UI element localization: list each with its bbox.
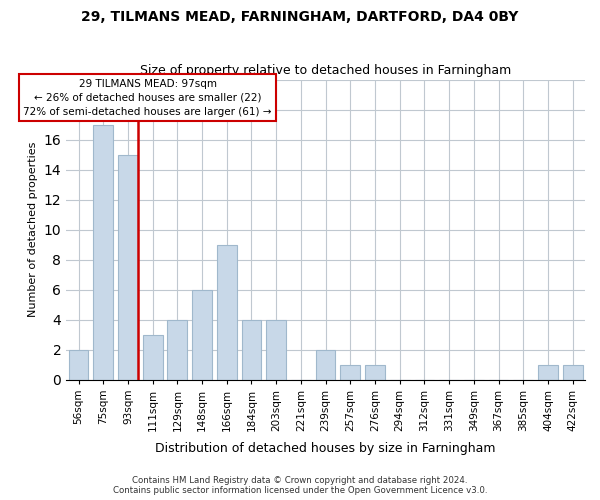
Bar: [266, 320, 286, 380]
Title: Size of property relative to detached houses in Farningham: Size of property relative to detached ho…: [140, 64, 511, 77]
Bar: [167, 320, 187, 380]
Bar: [68, 350, 88, 380]
Bar: [340, 364, 360, 380]
Y-axis label: Number of detached properties: Number of detached properties: [28, 142, 38, 318]
Bar: [365, 364, 385, 380]
Bar: [143, 334, 163, 380]
Bar: [563, 364, 583, 380]
Text: Contains HM Land Registry data © Crown copyright and database right 2024.
Contai: Contains HM Land Registry data © Crown c…: [113, 476, 487, 495]
Bar: [192, 290, 212, 380]
Bar: [94, 124, 113, 380]
Bar: [118, 154, 138, 380]
Text: 29, TILMANS MEAD, FARNINGHAM, DARTFORD, DA4 0BY: 29, TILMANS MEAD, FARNINGHAM, DARTFORD, …: [82, 10, 518, 24]
X-axis label: Distribution of detached houses by size in Farningham: Distribution of detached houses by size …: [155, 442, 496, 455]
Bar: [538, 364, 558, 380]
Bar: [242, 320, 262, 380]
Text: 29 TILMANS MEAD: 97sqm
← 26% of detached houses are smaller (22)
72% of semi-det: 29 TILMANS MEAD: 97sqm ← 26% of detached…: [23, 78, 272, 116]
Bar: [217, 244, 236, 380]
Bar: [316, 350, 335, 380]
